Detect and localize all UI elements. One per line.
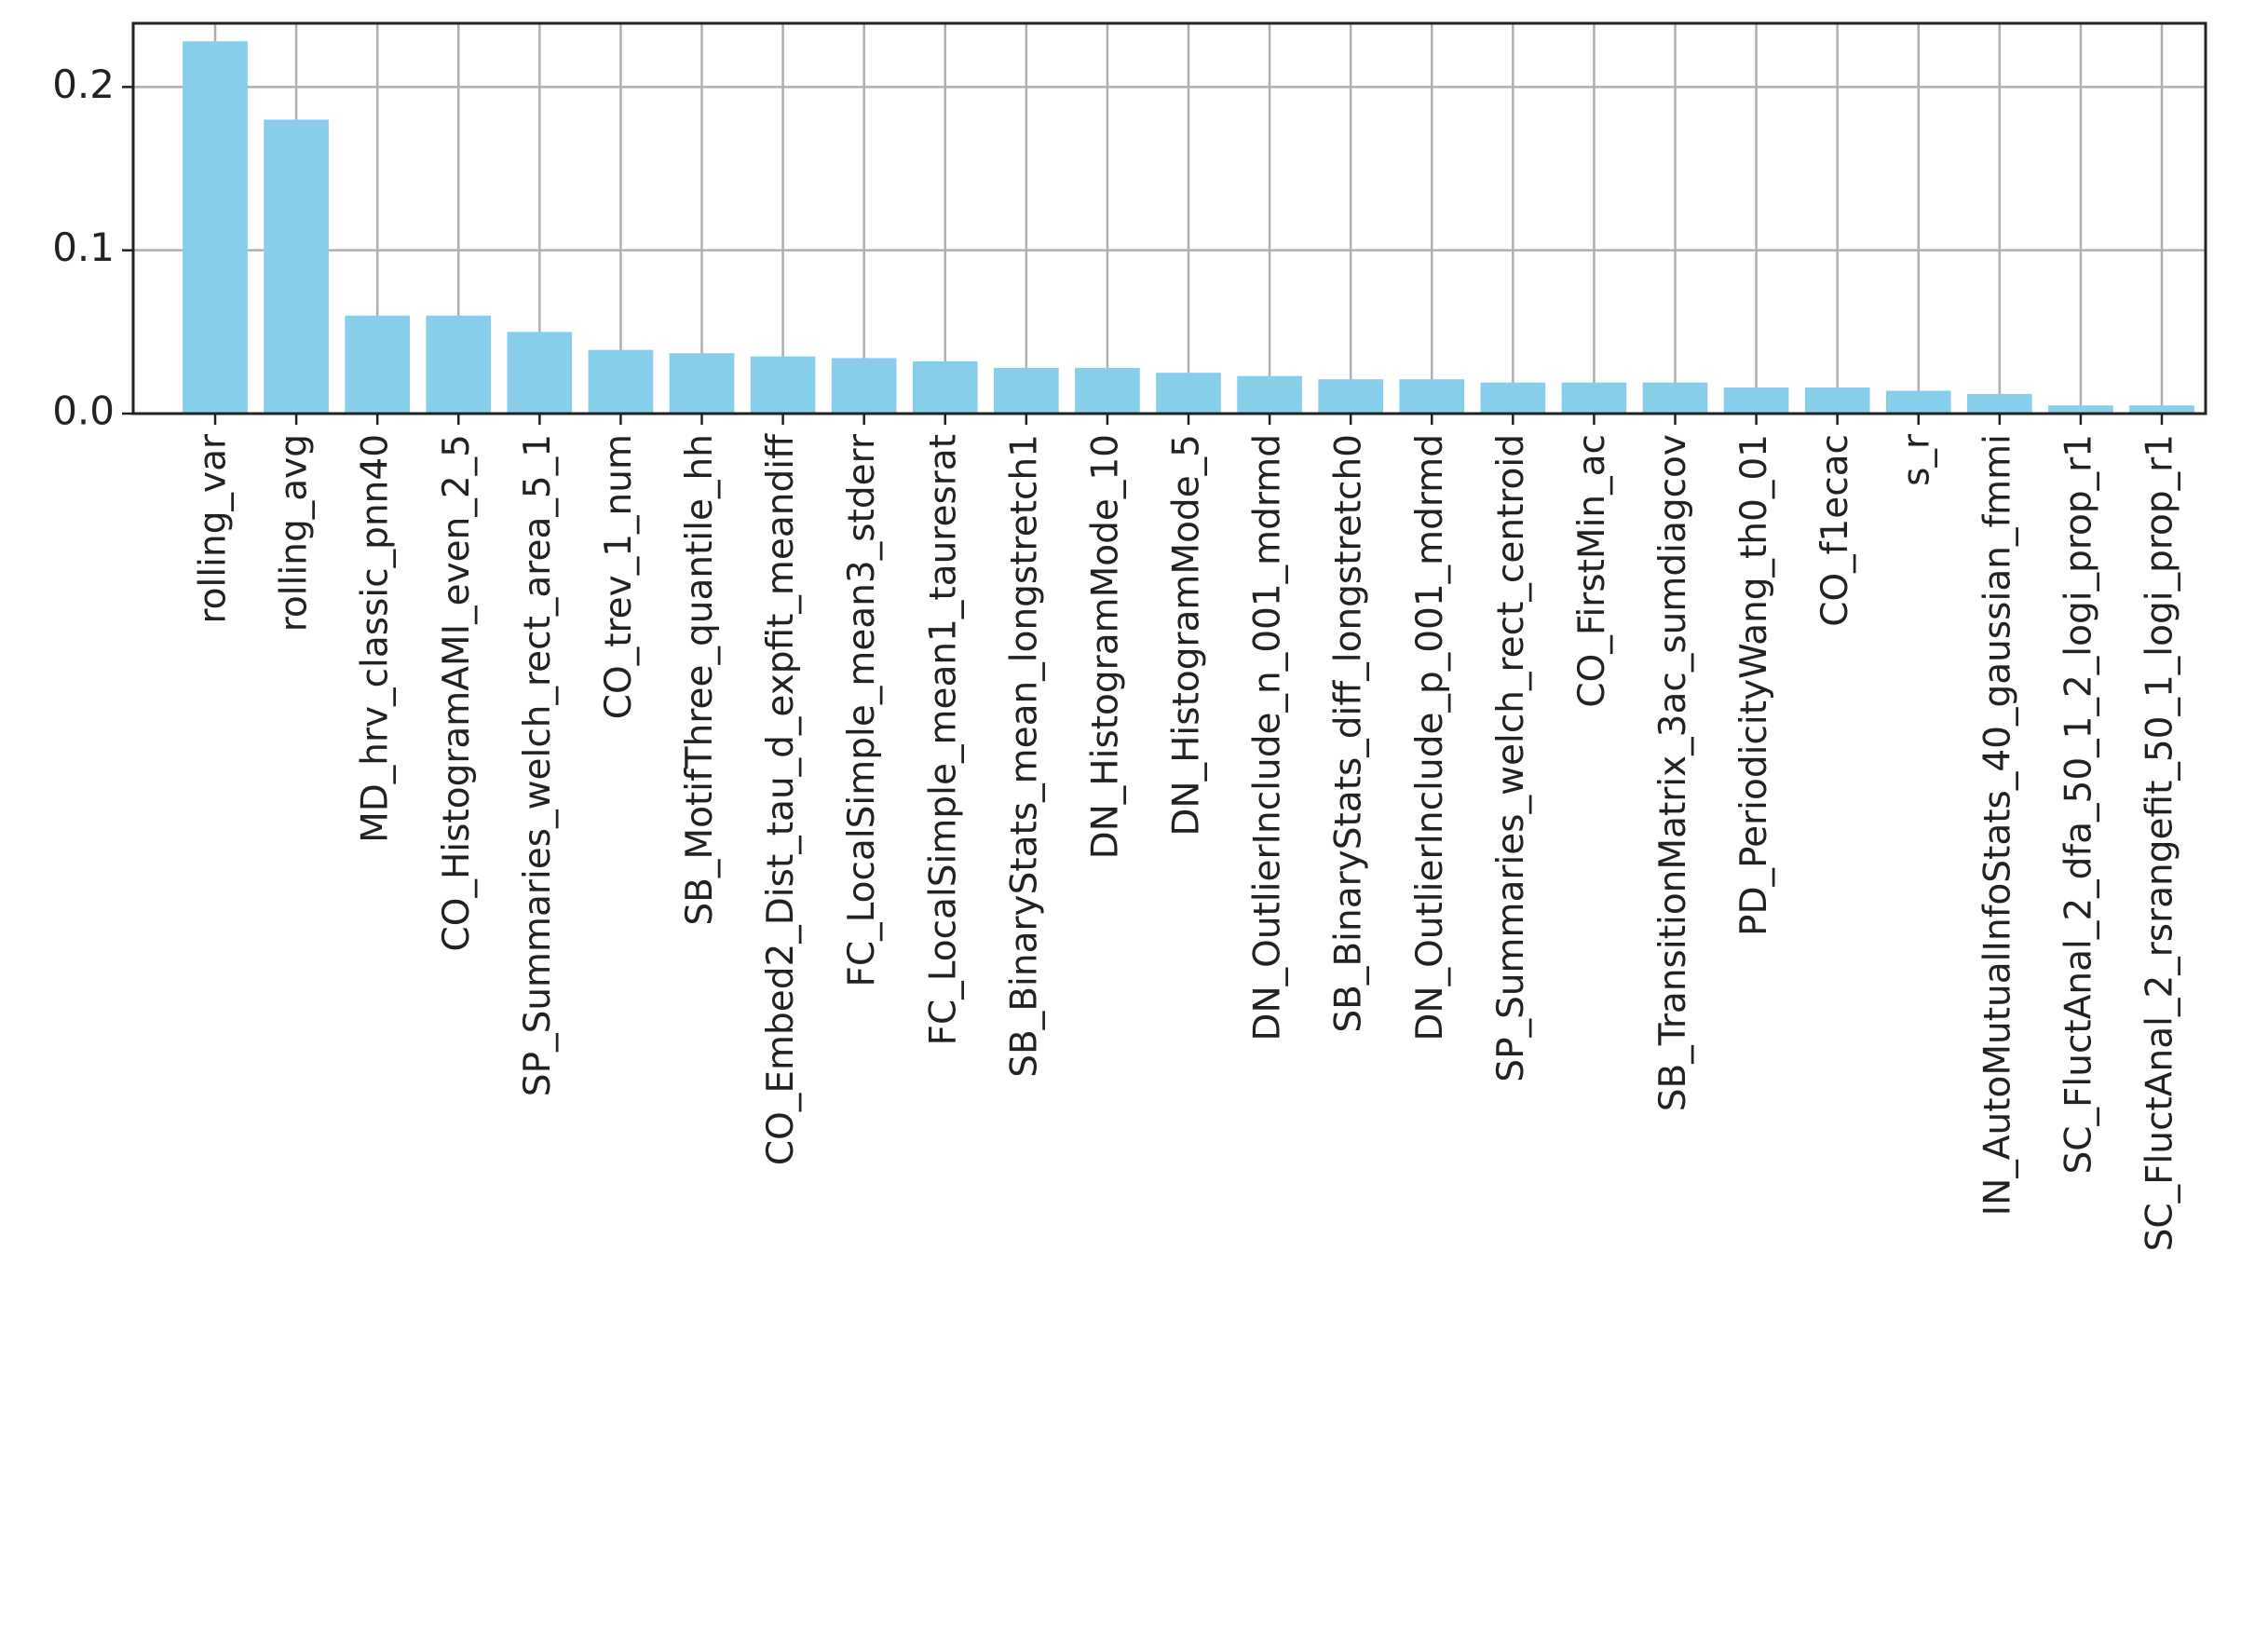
x-tick-label: CO_trev_1_num [598,434,640,719]
bar [1561,382,1627,414]
bar [994,367,1059,414]
x-tick-label: MD_hrv_classic_pnn40 [355,434,397,843]
bar [1885,390,1951,414]
bar [669,353,735,414]
x-tick-label: CO_FirstMin_ac [1571,434,1613,708]
x-tick-label: CO_f1ecac [1814,434,1856,627]
x-tick-label: FC_LocalSimple_mean3_stderr [841,433,883,987]
bar [1156,373,1221,414]
bar [912,360,978,414]
x-tick-label: SB_TransitionMatrix_3ac_sumdiagcov [1652,434,1694,1111]
bar [1318,379,1383,414]
bar [426,315,492,414]
x-tick-label: CO_Embed2_Dist_tau_d_expfit_meandiff [760,433,802,1165]
x-tick-label: SB_BinaryStats_diff_longstretch0 [1328,434,1370,1033]
bar [1237,375,1302,414]
x-tick-label: FC_LocalSimple_mean1_tauresrat [922,434,964,1045]
bar [1723,387,1789,414]
bar [1480,382,1546,414]
x-tick-label: CO_HistogramAMI_even_2_5 [436,434,478,951]
x-tick-label: SB_MotifThree_quantile_hh [679,434,721,926]
y-tick-label: 0.1 [52,224,115,270]
bar [2048,405,2113,414]
x-tick-label: s_r [1895,433,1937,486]
bar [264,119,329,414]
x-tick-label: SP_Summaries_welch_rect_centroid [1490,434,1532,1082]
x-tick-label: SC_FluctAnal_2_rsrangefit_50_1_logi_prop… [2139,434,2181,1251]
x-tick-label: IN_AutoMutualInfoStats_40_gaussian_fmmi [1976,434,2018,1216]
x-tick-label: DN_HistogramMode_5 [1166,434,1208,836]
bar [1804,387,1870,414]
bar [2129,405,2194,414]
plot-frame [131,21,2207,415]
x-tick-label: rolling_var [193,433,235,623]
bar [1642,382,1708,414]
x-tick-label: DN_OutlierInclude_p_001_mdrmd [1409,434,1451,1041]
x-tick-label: SC_FluctAnal_2_dfa_50_1_2_logi_prop_r1 [2057,434,2099,1174]
y-tick-label: 0.0 [52,388,115,434]
bar [1075,367,1140,414]
bar [345,315,410,414]
bar [507,332,573,414]
bar [1967,393,2032,414]
bar [831,358,897,414]
y-tick-label: 0.2 [52,61,115,107]
bar [588,349,654,414]
x-tick-label: PD_PeriodicityWang_th0_01 [1733,434,1775,936]
bar [183,41,248,415]
x-tick-label: DN_HistogramMode_10 [1084,434,1126,859]
bar [750,356,816,414]
x-tick-label: SP_Summaries_welch_rect_area_5_1 [517,434,559,1096]
x-tick-label: rolling_avg [274,434,316,632]
x-tick-label: SB_BinaryStats_mean_longstretch1 [1003,434,1045,1078]
x-tick-label: DN_OutlierInclude_n_001_mdrmd [1247,434,1289,1041]
bar [1399,379,1465,414]
